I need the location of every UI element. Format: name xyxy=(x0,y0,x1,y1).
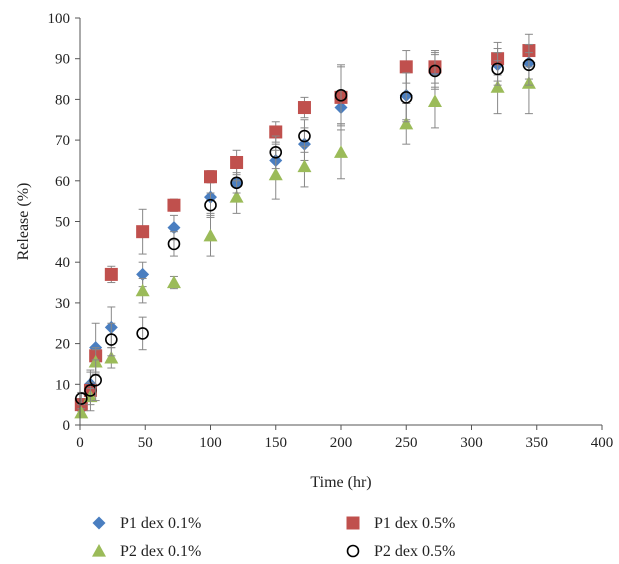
x-tick-label: 250 xyxy=(395,435,418,451)
y-tick-label: 90 xyxy=(55,52,70,68)
x-tick-label: 50 xyxy=(138,435,153,451)
data-point xyxy=(269,146,283,159)
ticks: 0 50 100 150 200 250 300 350 400 0 10 20 30 40 50 60 70 8… xyxy=(48,11,614,451)
data-point xyxy=(428,64,442,78)
legend-marker xyxy=(346,516,360,530)
x-tick-label: 400 xyxy=(591,435,614,451)
data-point xyxy=(491,62,504,76)
data-point xyxy=(167,198,181,212)
data-point xyxy=(297,101,311,115)
legend-marker xyxy=(346,544,360,558)
x-tick-label: 0 xyxy=(76,435,84,451)
data-point xyxy=(104,267,118,281)
data-point xyxy=(230,176,243,190)
legend: P1 dex 0.1% P1 dex 0.5% P2 dex 0.1% P2 dex … xyxy=(92,515,455,560)
x-tick-label: 350 xyxy=(526,435,549,451)
y-axis-title: Release (%) xyxy=(15,183,32,261)
y-tick-label: 10 xyxy=(55,377,70,393)
data-point xyxy=(104,350,119,364)
data-point xyxy=(204,170,217,184)
y-tick-label: 80 xyxy=(55,92,70,108)
data-point xyxy=(167,221,181,235)
data-point xyxy=(74,405,89,419)
legend-marker xyxy=(92,544,106,557)
data-point xyxy=(522,58,536,72)
y-tick-label: 50 xyxy=(55,215,70,231)
x-axis-title: Time (hr) xyxy=(310,474,371,491)
y-tick-label: 40 xyxy=(55,255,70,271)
legend-label: P1 dex 0.1% xyxy=(120,515,201,532)
legend-label: P1 dex 0.5% xyxy=(374,515,455,532)
data-point xyxy=(490,80,505,93)
data-point xyxy=(298,129,311,143)
data-point xyxy=(136,267,150,281)
data-point xyxy=(297,159,312,173)
data-point xyxy=(399,60,413,74)
data-point xyxy=(136,327,149,340)
x-tick-label: 150 xyxy=(265,435,288,451)
x-tick-label: 200 xyxy=(330,435,353,451)
y-tick-label: 70 xyxy=(55,133,70,149)
data-point xyxy=(75,392,88,405)
y-tick-label: 100 xyxy=(48,11,71,27)
data-point xyxy=(167,237,181,251)
data-point xyxy=(204,198,217,212)
plot-area xyxy=(74,33,536,419)
data-point xyxy=(427,94,442,108)
data-point xyxy=(269,125,283,139)
data-point xyxy=(399,91,413,104)
data-point xyxy=(230,155,244,169)
series-square xyxy=(74,33,536,412)
data-point xyxy=(203,228,218,242)
y-tick-label: 0 xyxy=(63,418,71,434)
data-point xyxy=(268,167,283,181)
y-tick-label: 20 xyxy=(55,337,70,353)
y-tick-label: 60 xyxy=(55,174,70,190)
data-point xyxy=(229,190,244,203)
data-point xyxy=(334,145,348,158)
data-point xyxy=(89,373,102,387)
data-point xyxy=(166,275,181,289)
y-tick-label: 30 xyxy=(55,296,70,312)
data-point xyxy=(105,333,118,346)
legend-label: P2 dex 0.5% xyxy=(374,543,455,560)
x-tick-label: 100 xyxy=(199,435,222,451)
x-tick-label: 300 xyxy=(460,435,483,451)
series-circle xyxy=(75,43,536,412)
data-point xyxy=(334,89,348,102)
data-point xyxy=(135,283,150,297)
data-point xyxy=(399,116,414,130)
data-point xyxy=(136,225,150,239)
legend-label: P2 dex 0.1% xyxy=(120,543,201,560)
legend-marker xyxy=(92,516,106,530)
